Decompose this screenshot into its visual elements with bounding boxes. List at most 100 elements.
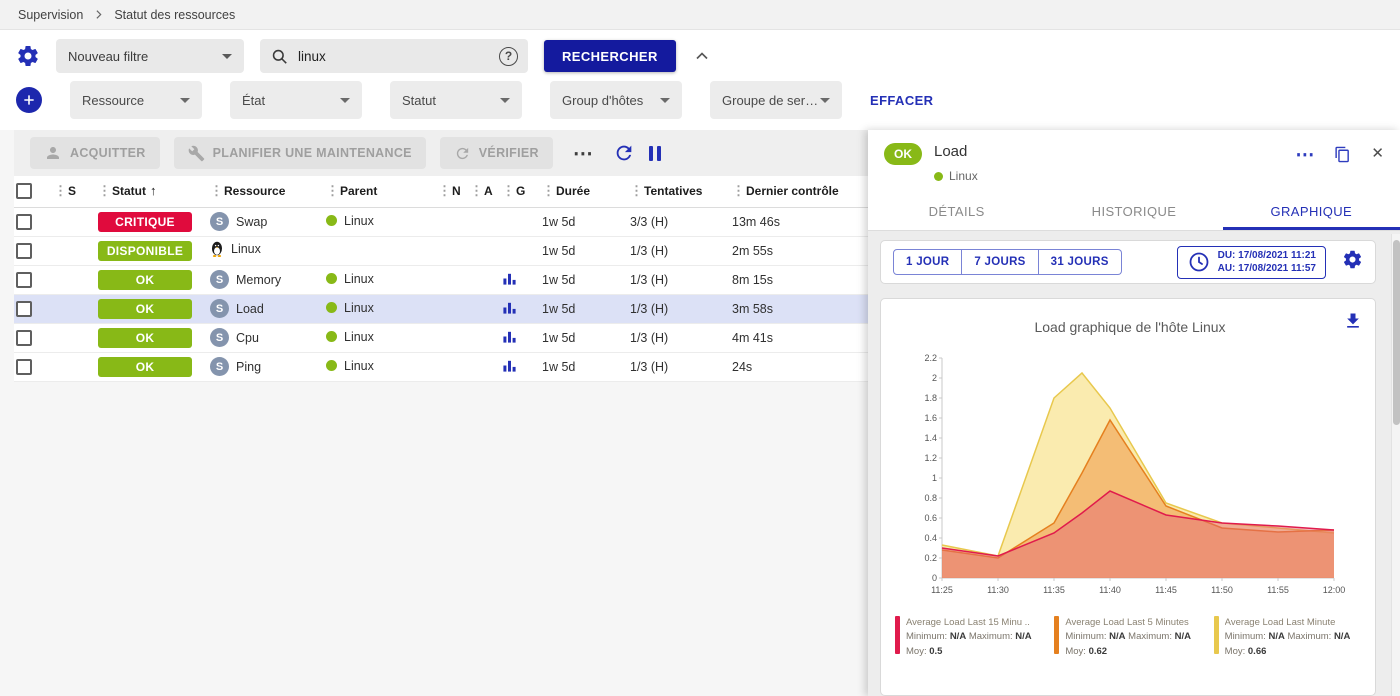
tries-cell: 1/3 (H) [628,265,730,294]
tab-historique[interactable]: HISTORIQUE [1045,192,1222,230]
kebab-icon[interactable]: ⋮ [54,183,67,198]
more-options-icon[interactable]: ⋯ [1295,146,1314,165]
kebab-icon[interactable]: ⋮ [502,183,515,198]
tab-graphique[interactable]: GRAPHIQUE [1223,192,1400,230]
graph-icon[interactable] [502,271,517,286]
table-row[interactable]: CRITIQUE SSwap Linux 1w 5d 3/3 (H) 13m 4… [14,207,868,236]
tab-d-tails[interactable]: DÉTAILS [868,192,1045,230]
chevron-down-icon [340,98,350,103]
parent-name: Linux [344,301,374,315]
table-row[interactable]: OK SPing Linux 1w 5d 1/3 (H) 24s [14,352,868,381]
search-input[interactable] [298,49,490,64]
column-header-a[interactable]: ⋮A [468,176,500,207]
search-button[interactable]: RECHERCHER [544,40,676,72]
column-header-n[interactable]: ⋮N [436,176,468,207]
pause-button[interactable] [649,146,661,161]
maintenance-button[interactable]: PLANIFIER UNE MAINTENANCE [174,137,426,169]
range-1-jour[interactable]: 1 JOUR [893,249,962,275]
resource-name: Linux [231,242,261,256]
legend-color-bar [1214,616,1219,654]
acknowledge-button[interactable]: ACQUITTER [30,137,160,169]
clear-filters-button[interactable]: EFFACER [870,93,933,108]
select-all-checkbox[interactable] [16,183,32,199]
legend-item[interactable]: Average Load Last Minute Minimum: N/A Ma… [1214,616,1361,659]
more-actions-button[interactable]: ⋯ [567,141,599,166]
resources-area: ACQUITTER PLANIFIER UNE MAINTENANCE VÉRI… [0,130,868,696]
panel-scrollbar[interactable] [1391,234,1400,696]
host-status-dot [934,172,943,181]
row-checkbox[interactable] [16,214,32,230]
help-icon[interactable]: ? [499,47,518,66]
column-header-statut[interactable]: ⋮Statut↑ [96,176,208,207]
app-root: Supervision Statut des ressources Nouvea… [0,0,1400,696]
filter-dropdown-statut[interactable]: Statut [390,81,522,119]
filter-dropdown-ressource[interactable]: Ressource [70,81,202,119]
add-filter-button[interactable] [16,87,42,113]
resource-name: Ping [236,360,261,374]
select-all-cell [14,176,52,207]
scrollbar-thumb[interactable] [1393,240,1400,425]
kebab-icon[interactable]: ⋮ [542,183,555,198]
kebab-icon[interactable]: ⋮ [630,183,643,198]
last-check-cell: 4m 41s [730,323,868,352]
graph-icon[interactable] [502,329,517,344]
collapse-filters-chevron-icon[interactable] [692,46,712,66]
column-header-ressource[interactable]: ⋮Ressource [208,176,324,207]
table-row[interactable]: OK SLoad Linux 1w 5d 1/3 (H) 3m 58s [14,294,868,323]
date-range-picker[interactable]: DU: 17/08/2021 11:21 AU: 17/08/2021 11:5… [1177,246,1326,279]
kebab-icon[interactable]: ⋮ [210,183,223,198]
graph-icon[interactable] [502,358,517,373]
kebab-icon[interactable]: ⋮ [98,183,111,198]
svg-text:11:40: 11:40 [1099,585,1121,595]
graph-icon[interactable] [502,300,517,315]
panel-parent: Linux [934,169,978,183]
tries-cell: 1/3 (H) [628,352,730,381]
kebab-icon[interactable]: ⋮ [438,183,451,198]
filter-settings-gear-icon[interactable] [16,44,40,68]
filter-dropdown-tat[interactable]: État [230,81,362,119]
duration-cell: 1w 5d [540,294,628,323]
svg-text:1: 1 [932,473,937,483]
download-icon[interactable] [1343,311,1363,336]
legend-series-name: Average Load Last Minute [1225,616,1351,630]
tries-cell: 1/3 (H) [628,294,730,323]
column-header-dernier-contr-le[interactable]: ⋮Dernier contrôle [730,176,868,207]
column-header-s[interactable]: ⋮S [52,176,96,207]
row-checkbox[interactable] [16,272,32,288]
row-checkbox[interactable] [16,243,32,259]
row-checkbox[interactable] [16,301,32,317]
range-7-jours[interactable]: 7 JOURS [962,249,1038,275]
svg-text:0.8: 0.8 [924,493,937,503]
table-row[interactable]: OK SMemory Linux 1w 5d 1/3 (H) 8m 15s [14,265,868,294]
table-row[interactable]: DISPONIBLE Linux 1w 5d 1/3 (H) 2m 55s [14,236,868,265]
status-badge: OK [98,270,192,290]
row-checkbox[interactable] [16,330,32,346]
kebab-icon[interactable]: ⋮ [326,183,339,198]
column-header-dur-e[interactable]: ⋮Durée [540,176,628,207]
column-header-g[interactable]: ⋮G [500,176,540,207]
filter-dropdown-group-d-h-tes[interactable]: Group d'hôtes [550,81,682,119]
column-header-parent[interactable]: ⋮Parent [324,176,436,207]
column-header-tentatives[interactable]: ⋮Tentatives [628,176,730,207]
graph-settings-gear-icon[interactable] [1342,249,1363,275]
refresh-button[interactable] [613,142,635,164]
filter-dropdown-groupe-de-ser[interactable]: Groupe de ser… [710,81,842,119]
copy-icon[interactable] [1334,146,1351,167]
legend-item[interactable]: Average Load Last 5 Minutes Minimum: N/A… [1054,616,1201,659]
check-button[interactable]: VÉRIFIER [440,137,553,169]
duration-cell: 1w 5d [540,236,628,265]
saved-filter-select[interactable]: Nouveau filtre [56,39,244,73]
table-row[interactable]: OK SCpu Linux 1w 5d 1/3 (H) 4m 41s [14,323,868,352]
parent-status-dot [326,360,337,371]
status-badge: OK [884,143,922,165]
kebab-icon[interactable]: ⋮ [470,183,483,198]
legend-item[interactable]: Average Load Last 15 Minu .. Minimum: N/… [895,616,1042,659]
chart-legend: Average Load Last 15 Minu .. Minimum: N/… [893,616,1363,659]
panel-title: Load [934,143,978,160]
breadcrumb-supervision[interactable]: Supervision [18,8,83,22]
row-checkbox[interactable] [16,359,32,375]
sort-asc-icon: ↑ [150,183,157,198]
kebab-icon[interactable]: ⋮ [732,183,745,198]
range-31-jours[interactable]: 31 JOURS [1039,249,1122,275]
close-icon[interactable]: ✕ [1371,146,1384,161]
